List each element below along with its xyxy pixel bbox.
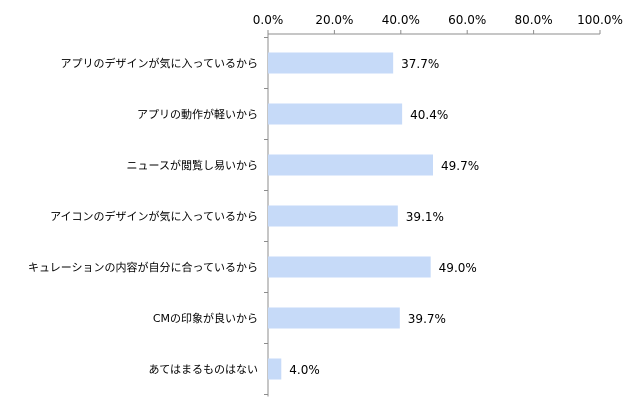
bar [268,52,394,74]
x-tick-label: 20.0% [315,13,353,27]
x-tick-label: 60.0% [448,13,486,27]
category-label: ニュースが閲覧し易いから [127,158,258,172]
category-label: あてはまるものはない [148,363,258,376]
value-label: 39.7% [408,312,446,326]
bar [268,154,434,176]
value-label: 39.1% [406,210,444,224]
category-label: アプリの動作が軽いから [137,107,258,121]
x-tick-label: 80.0% [515,13,553,27]
value-label: 49.0% [439,261,477,275]
category-labels: アプリのデザインが気に入っているからアプリの動作が軽いからニュースが閲覧し易いか… [28,56,258,376]
x-tick-label: 0.0% [253,13,284,27]
bar [268,358,282,380]
category-label: CMの印象が良いから [153,311,258,325]
category-label: キュレーションの内容が自分に合っているから [28,260,258,274]
bar [268,103,403,125]
x-axis: 0.0% 20.0% 40.0% 60.0% 80.0% 100.0% [253,13,623,34]
bar [268,256,431,278]
value-label: 40.4% [410,108,448,122]
value-label: 37.7% [401,57,439,71]
value-label: 49.7% [441,159,479,173]
bar [268,307,400,329]
category-label: アイコンのデザインが気に入っているから [50,209,258,223]
category-label: アプリのデザインが気に入っているから [61,56,258,70]
bars-group [268,52,434,380]
bar [268,205,398,227]
x-tick-label: 40.0% [382,13,420,27]
x-tick-label: 100.0% [577,13,623,27]
value-labels: 37.7% 40.4% 49.7% 39.1% 49.0% 39.7% 4.0% [289,57,479,377]
value-label: 4.0% [289,363,320,377]
